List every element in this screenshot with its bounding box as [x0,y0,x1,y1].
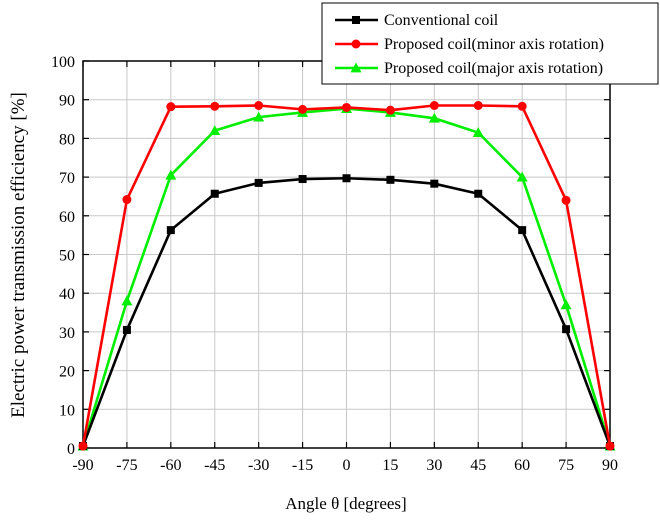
x-tick-label: -45 [204,457,225,474]
y-tick-label: 40 [59,286,75,303]
y-tick-label: 90 [59,93,75,110]
legend: Conventional coil Proposed coil(minor axi… [321,2,659,85]
legend-entry: Proposed coil(major axis rotation) [335,60,603,77]
y-tick-label: 70 [59,170,75,187]
y-axis-title: Electric power transmission efficiency [… [8,92,29,418]
x-tick-label: 75 [558,457,574,474]
x-tick-label: -75 [116,457,137,474]
data-point [121,295,133,306]
data-point [122,195,132,205]
data-point [298,175,307,184]
data-point [473,101,483,111]
data-point [474,189,483,198]
x-tick-label: 90 [602,457,618,474]
y-tick-label: 60 [59,209,75,226]
data-point [298,104,308,114]
data-point [430,179,439,188]
data-point [254,101,264,111]
data-point [562,325,571,334]
x-tick-label: 30 [426,457,442,474]
y-tick-labels: 0 10 20 30 40 50 60 70 80 90 100 [51,54,75,458]
x-tick-label: 45 [470,457,486,474]
legend-entry: Conventional coil [335,12,499,29]
y-tick-label: 20 [59,364,75,381]
data-point [517,101,527,111]
data-point [385,105,395,115]
x-axis-title: Angle θ [degrees] [285,494,406,513]
x-tick-label: 60 [514,457,530,474]
data-point [386,175,395,184]
x-tick-label: 15 [382,457,398,474]
data-point [561,195,571,205]
data-point [166,102,176,112]
data-point [429,101,439,111]
data-point [518,226,527,235]
legend-marker [351,39,361,49]
y-tick-label: 80 [59,131,75,148]
x-tick-label: -90 [72,457,93,474]
data-point [605,441,615,451]
legend-marker [352,16,360,24]
data-point [560,299,572,310]
y-tick-label: 30 [59,325,75,342]
data-point [516,171,528,182]
data-point [472,127,484,137]
data-point [78,441,88,451]
series-layer [77,101,616,451]
data-point [210,189,219,198]
x-tick-label: -30 [248,457,269,474]
x-tick-label: -60 [160,457,181,474]
data-point [428,112,440,123]
series-circle-group [78,101,615,451]
legend-label: Conventional coil [384,12,499,29]
legend-label: Proposed coil(minor axis rotation) [384,36,604,53]
data-point [342,174,351,183]
x-tick-label: -15 [292,457,313,474]
data-point [342,102,351,112]
x-tick-labels: -90 -75 -60 -45 -30 -15 0 15 30 45 60 75 90 [72,457,618,474]
data-point [253,111,265,122]
y-tick-label: 0 [67,441,75,458]
y-tick-label: 50 [59,248,75,265]
y-tick-label: 10 [59,402,75,419]
legend-marker [350,62,362,73]
data-point [210,101,220,111]
legend-label: Proposed coil(major axis rotation) [384,60,603,77]
data-point [254,178,263,187]
data-point [209,125,221,136]
data-point [122,325,131,334]
data-point [166,226,175,235]
x-tick-label: 0 [343,457,351,474]
y-tick-label: 100 [51,54,75,71]
legend-entry: Proposed coil(minor axis rotation) [335,36,604,53]
data-point [165,169,177,180]
